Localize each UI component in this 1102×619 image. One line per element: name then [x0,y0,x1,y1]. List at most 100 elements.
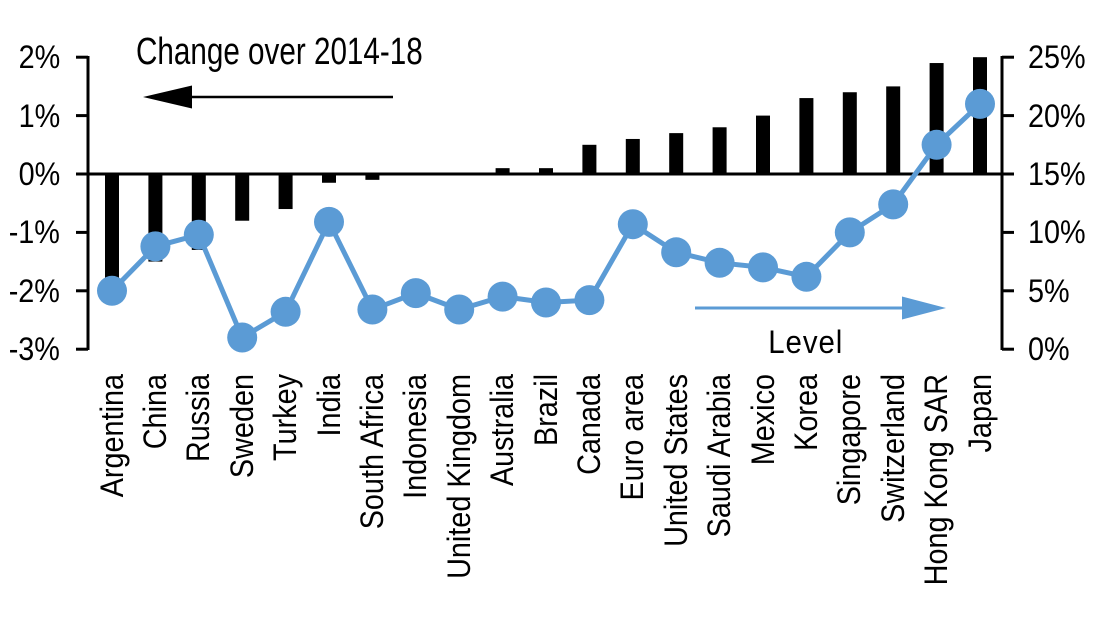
left-axis-tick-label-text: 2% [18,39,60,76]
left-axis-tick-label: -3% [0,332,60,366]
category-label-text: Indonesia [397,374,434,499]
line-marker [314,206,344,237]
category-label-text: Brazil [527,374,564,447]
category-label: Japan [962,374,999,461]
category-label: Saudi Arabia [701,374,738,555]
category-label-text: United Kingdom [440,374,477,579]
bar [105,174,119,280]
line-marker [357,294,388,325]
category-label-text: South Africa [353,374,390,530]
category-label-text: Argentina [93,374,130,498]
category-label: Switzerland [875,374,912,539]
right-axis-tick-label-text: 0% [1028,331,1070,368]
line-marker [227,322,258,353]
left-axis-tick-label: 1% [0,99,60,133]
line-marker [400,278,431,309]
category-label: India [311,374,348,443]
category-label: United States [658,374,695,566]
line-marker [574,285,605,316]
bar [886,86,901,174]
category-label-text: Korea [787,374,824,451]
line-marker [704,247,735,278]
category-label: Brazil [528,374,565,454]
category-label: Argentina [94,374,131,511]
category-label: Hong Kong SAR [918,374,955,609]
left-axis-tick-label: 2% [0,40,60,74]
left-axis-tick-label-text: -3% [8,331,60,368]
line-marker [921,129,952,160]
right-axis-tick-label-text: 5% [1028,272,1070,309]
line-marker [661,237,692,268]
line-marker [748,252,778,283]
chart-title: Change over 2014-18 [136,31,504,73]
line-marker [140,231,171,262]
level-annotation-text: Level [768,324,844,360]
bar [235,174,250,221]
line-marker [791,261,822,292]
category-label: South Africa [354,374,391,547]
category-label: Euro area [614,374,651,515]
chart-title-text: Change over 2014-18 [136,31,423,73]
line-marker [617,209,648,240]
level-annotation-label: Level [706,324,906,360]
line-marker [487,281,518,312]
category-label: Canada [571,374,608,486]
bar [712,127,727,174]
left-axis-tick-label-text: -2% [8,272,60,309]
category-label-text: Sweden [223,374,260,479]
category-label-text: Russia [180,374,217,463]
category-label-text: China [136,374,173,450]
line-marker [878,189,909,220]
bar [365,174,380,180]
bar [625,138,640,174]
right-axis-tick-label: 20% [1028,99,1092,133]
line-marker [270,296,301,327]
category-label-text: India [310,374,347,437]
category-label: Russia [180,374,217,472]
category-label-text: Turkey [267,374,304,461]
category-label-text: Mexico [744,374,781,466]
category-label-text: Australia [484,374,521,487]
left-axis-tick-label: -2% [0,274,60,308]
category-label: Indonesia [397,374,434,513]
right-axis-tick-label-text: 25% [1028,39,1086,76]
left-axis-tick-label: -1% [0,215,60,249]
line-marker [183,219,214,250]
right-axis-tick-label-text: 20% [1028,97,1086,134]
category-label-text: United States [657,374,694,547]
bar [495,168,510,174]
bar [322,174,336,183]
bar [582,144,597,174]
right-axis-tick-label-text: 10% [1028,214,1086,251]
bar [756,115,770,174]
category-label-text: Japan [961,374,998,453]
bar [278,174,293,210]
level-arrow-head [902,296,946,320]
category-label: Korea [788,374,825,459]
bar [842,92,857,174]
category-label: United Kingdom [441,374,478,602]
bar [539,168,553,174]
left-axis-tick-label: 0% [0,157,60,191]
line-marker [834,217,865,248]
category-label: Sweden [224,374,261,490]
right-axis-tick-label: 0% [1028,332,1074,366]
left-axis-tick-label-text: -1% [8,214,60,251]
bar [799,98,814,174]
right-axis-tick-label: 5% [1028,274,1074,308]
left-axis-tick-label-text: 1% [18,97,60,134]
category-label-text: Euro area [614,374,651,501]
line-marker [444,294,475,325]
category-label-text: Switzerland [874,374,911,523]
category-label-text: Singapore [831,374,868,506]
line-marker [531,287,561,318]
category-label: Mexico [745,374,782,475]
category-label: Singapore [831,374,868,520]
category-label: Australia [484,374,521,499]
category-label-text: Canada [570,374,607,475]
left-axis-tick-label-text: 0% [18,156,60,192]
category-label: China [137,374,174,458]
line-marker [965,88,995,119]
category-label-text: Hong Kong SAR [918,374,955,586]
